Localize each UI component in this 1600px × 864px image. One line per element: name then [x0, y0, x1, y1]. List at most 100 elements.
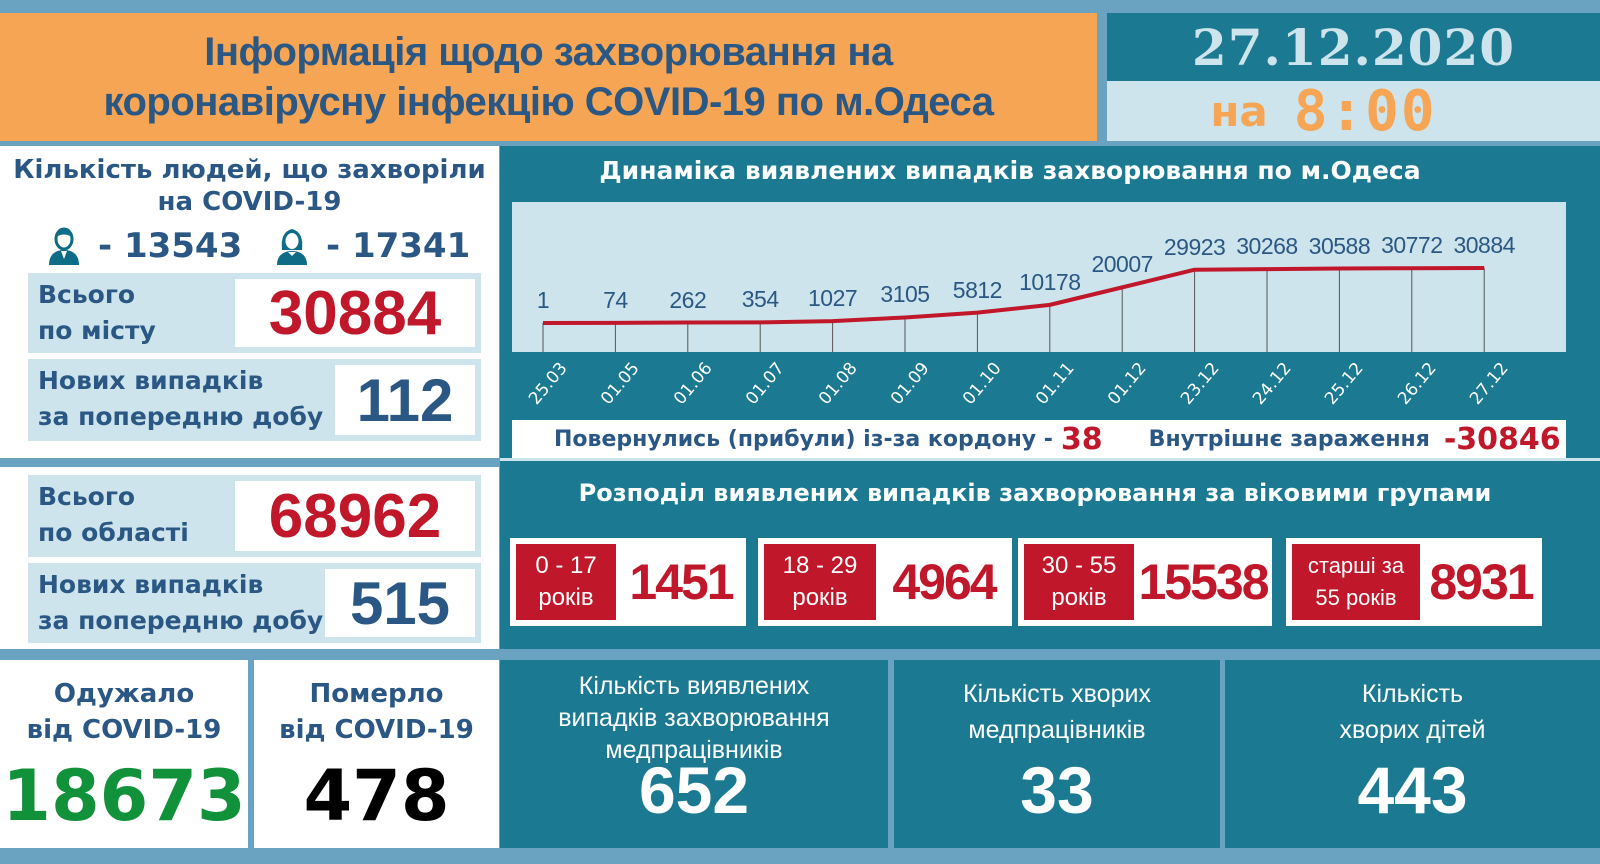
data-point-label: 1027 [808, 285, 858, 312]
internal-label: Внутрішнє зараження [1148, 426, 1430, 452]
age-group-card: старші за 55 років 8931 [1286, 538, 1542, 626]
label-line2: випадків захворювання [558, 704, 830, 732]
age-range: старші за [1307, 553, 1405, 578]
medical-detected-label: Кількість виявлених випадків захворюванн… [500, 670, 888, 766]
age-group-tag: старші за 55 років [1292, 544, 1420, 620]
x-axis-tick-label: 01.10 [959, 358, 1006, 409]
region-new-label-line2: за попередню добу [38, 606, 324, 635]
x-axis-tick-label: 01.07 [742, 358, 789, 409]
region-new-value: 515 [325, 569, 475, 637]
medical-sick-value: 33 [1020, 753, 1094, 827]
data-point-label: 30884 [1453, 232, 1515, 258]
imported-value: 38 [1060, 421, 1103, 457]
city-total-row: Всього по місту 30884 [28, 273, 481, 353]
sick-people-heading: Кількість людей, що захворіли на COVID-1… [0, 154, 499, 218]
region-total-row: Всього по області 68962 [28, 475, 481, 557]
date-box: 27.12.2020 [1107, 13, 1600, 81]
woman-icon [277, 229, 307, 265]
x-axis-tick-label: 01.11 [1031, 358, 1079, 409]
imported-label: Повернулись (прибули) із-за кордону - [554, 426, 1053, 452]
label-line2: хворих дітей [1339, 716, 1486, 744]
age-groups-title: Розподіл виявлених випадків захворювання… [578, 479, 1492, 507]
recovered-card: Одужало від COVID-19 18673 [0, 660, 248, 848]
deaths-label-line1: Померло [309, 679, 444, 709]
age-range: 30 - 55 [1041, 552, 1117, 579]
city-total-label-line2: по місту [38, 316, 156, 345]
recovered-label: Одужало від COVID-19 [0, 676, 248, 748]
deaths-value: 478 [303, 755, 450, 837]
x-axis-tick-label: 01.09 [887, 358, 934, 409]
label-line1: Кількість виявлених [578, 672, 810, 700]
female-count: - 17341 [272, 226, 470, 266]
age-unit: років [1051, 584, 1107, 611]
data-point-label: 30268 [1236, 233, 1298, 260]
label-line1: Кількість [1361, 680, 1464, 708]
age-group-tag: 18 - 29 років [764, 544, 876, 620]
data-point-label: 29923 [1163, 233, 1226, 260]
dynamics-chart-panel: Динаміка виявлених випадків захворювання… [500, 146, 1600, 458]
data-point-label: 74 [603, 286, 628, 313]
x-axis-tick-label: 25.03 [525, 358, 572, 409]
city-total-label: Всього по місту [38, 277, 156, 349]
chart-plot-area: 1 74 262 354 1027 3105 5812 10178 20007 29923 3026… [512, 202, 1566, 352]
age-unit: 55 років [1315, 585, 1397, 610]
age-group-card: 30 - 55 років 15538 [1018, 538, 1272, 626]
age-group-card: 18 - 29 років 4964 [758, 538, 1012, 626]
age-group-card: 0 - 17 років 1451 [510, 538, 746, 626]
deaths-card: Померло від COVID-19 478 [254, 660, 499, 848]
medical-detected-card: Кількість виявлених випадків захворюванн… [500, 660, 888, 848]
age-group-value: 4964 [892, 554, 997, 610]
heading-line-2: на COVID-19 [157, 187, 342, 217]
label-line2: медпрацівників [968, 716, 1146, 744]
age-unit: років [538, 584, 594, 611]
region-total-value: 68962 [235, 481, 475, 551]
title-line-2: коронавірусну інфекцію COVID-19 по м.Оде… [103, 80, 994, 124]
time-box: на 8:00 [1107, 78, 1600, 144]
region-total-label-line2: по області [38, 518, 189, 547]
age-group-value: 8931 [1429, 554, 1534, 610]
time-prefix: на [1210, 86, 1268, 136]
x-axis-tick-label: 01.08 [814, 358, 862, 409]
data-point-label: 10178 [1019, 268, 1081, 295]
data-point-label: 1 [536, 286, 550, 313]
x-axis-tick-label: 01.06 [669, 358, 717, 409]
city-new-row: Нових випадків за попередню добу 112 [28, 359, 481, 441]
children-label: Кількість хворих дітей [1225, 676, 1600, 748]
report-time: 8:00 [1293, 78, 1437, 144]
age-range: 18 - 29 [782, 552, 858, 579]
chart-title: Динаміка виявлених випадків захворювання… [599, 156, 1421, 185]
x-axis-tick-label: 25.12 [1321, 358, 1368, 409]
medical-sick-label: Кількість хворих медпрацівників [894, 676, 1220, 748]
x-axis-tick-label: 26.12 [1393, 358, 1441, 409]
infection-source-strip: Повернулись (прибули) із-за кордону - 38… [512, 420, 1566, 458]
data-point-label: 262 [669, 286, 707, 313]
deaths-label-line2: від COVID-19 [279, 715, 474, 745]
title-line-1: Інформація щодо захворювання на [204, 30, 893, 74]
city-new-value: 112 [335, 365, 475, 435]
male-count-value: - 13543 [98, 226, 243, 266]
city-new-label-line1: Нових випадків [38, 366, 264, 395]
city-new-label-line2: за попередню добу [38, 402, 324, 431]
data-point-label: 5812 [952, 276, 1003, 303]
region-panel: Всього по області 68962 Нових випадків з… [0, 467, 499, 649]
cases-line [542, 266, 1485, 325]
man-icon [49, 227, 79, 265]
page-title: Інформація щодо захворювання на коронаві… [0, 13, 1097, 141]
region-new-label: Нових випадків за попередню добу [38, 567, 323, 639]
x-axis-tick-label: 01.12 [1104, 358, 1151, 409]
x-axis-tick-label: 01.05 [597, 358, 644, 409]
male-count: - 13543 [44, 226, 242, 266]
medical-detected-value: 652 [638, 753, 750, 827]
age-group-tag: 30 - 55 років [1024, 544, 1134, 620]
x-axis-tick-label: 23.12 [1176, 358, 1224, 409]
age-group-value: 15538 [1138, 554, 1269, 610]
recovered-label-line1: Одужало [53, 679, 195, 709]
age-group-value: 1451 [629, 554, 734, 610]
data-point-label: 354 [741, 286, 779, 313]
region-total-label: Всього по області [38, 479, 189, 551]
region-new-row: Нових випадків за попередню добу 515 [28, 563, 481, 643]
region-total-label-line1: Всього [38, 482, 136, 511]
children-value: 443 [1357, 753, 1468, 827]
medical-sick-card: Кількість хворих медпрацівників 33 [894, 660, 1220, 848]
label-line3: медпрацівників [605, 736, 783, 764]
